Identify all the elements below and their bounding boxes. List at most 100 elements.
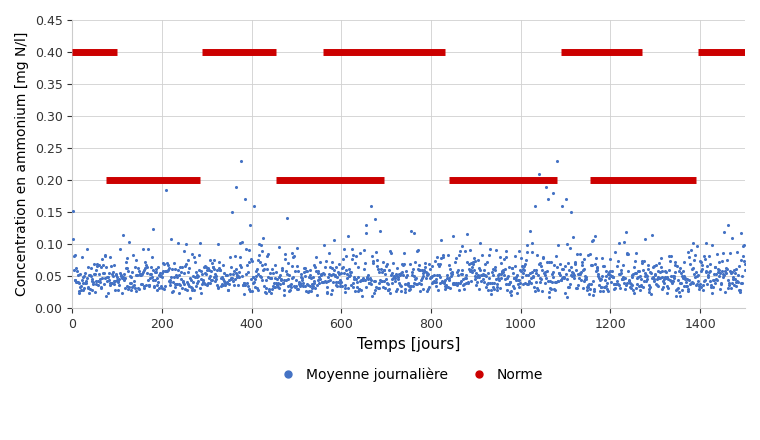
Point	[649, 270, 661, 277]
Point	[523, 279, 535, 286]
Point	[704, 260, 716, 267]
Point	[546, 190, 559, 197]
Point	[673, 288, 685, 295]
Point	[269, 283, 281, 290]
Point	[465, 267, 477, 274]
Point	[363, 275, 375, 282]
Point	[469, 272, 481, 279]
Point	[318, 278, 330, 285]
Point	[128, 277, 141, 284]
Point	[517, 265, 529, 272]
Point	[371, 262, 383, 269]
Point	[486, 269, 498, 276]
Point	[601, 286, 613, 293]
Point	[140, 262, 152, 269]
Point	[699, 256, 711, 263]
Point	[182, 269, 195, 276]
Point	[93, 261, 106, 268]
Point	[502, 273, 514, 280]
Point	[347, 279, 359, 286]
Point	[148, 284, 160, 291]
Point	[271, 283, 283, 290]
Point	[212, 285, 224, 292]
Point	[79, 280, 91, 287]
Point	[657, 286, 669, 293]
Point	[448, 280, 460, 287]
Point	[211, 282, 223, 289]
Point	[682, 253, 695, 260]
Point	[557, 274, 569, 281]
Point	[464, 267, 477, 274]
Point	[169, 266, 182, 273]
Point	[381, 260, 393, 268]
Point	[267, 282, 279, 290]
Point	[74, 279, 86, 286]
Point	[716, 267, 728, 274]
Point	[685, 280, 697, 287]
Point	[284, 286, 296, 293]
Point	[537, 253, 549, 260]
Point	[135, 281, 147, 288]
Point	[402, 280, 414, 287]
Point	[592, 273, 604, 280]
Point	[581, 284, 593, 291]
Point	[724, 280, 736, 287]
Point	[585, 237, 597, 244]
Point	[376, 278, 388, 285]
Point	[306, 275, 318, 282]
Point	[654, 268, 666, 275]
Point	[416, 275, 428, 282]
Point	[194, 285, 206, 292]
Point	[629, 257, 641, 264]
Point	[736, 252, 749, 259]
Point	[109, 278, 121, 285]
Point	[507, 269, 519, 276]
Point	[467, 258, 480, 265]
Point	[569, 258, 581, 265]
Point	[667, 272, 679, 279]
Point	[738, 258, 750, 265]
Point	[461, 258, 473, 265]
Point	[114, 269, 126, 276]
Point	[717, 271, 729, 278]
Point	[314, 276, 326, 283]
Point	[589, 233, 601, 240]
Point	[407, 282, 419, 289]
Point	[660, 268, 672, 275]
Point	[252, 287, 264, 294]
Point	[627, 270, 639, 277]
Point	[169, 281, 182, 288]
Point	[354, 249, 366, 257]
Point	[170, 271, 182, 279]
Point	[452, 272, 464, 279]
Point	[154, 285, 166, 292]
Point	[373, 285, 385, 292]
Point	[293, 280, 305, 287]
Point	[154, 270, 166, 277]
Point	[583, 290, 595, 297]
Point	[218, 269, 230, 276]
Point	[116, 274, 128, 281]
Point	[703, 268, 715, 275]
Point	[561, 241, 573, 248]
Point	[449, 258, 461, 265]
Point	[722, 285, 734, 292]
Point	[532, 286, 544, 293]
Point	[572, 271, 584, 278]
Point	[673, 268, 686, 275]
Point	[723, 282, 735, 289]
Point	[719, 268, 731, 275]
Point	[726, 235, 738, 242]
Point	[607, 274, 619, 281]
Point	[569, 260, 581, 267]
Point	[211, 273, 223, 280]
Point	[396, 268, 408, 275]
Point	[106, 268, 119, 275]
Point	[309, 284, 321, 291]
Point	[311, 292, 323, 299]
Point	[84, 289, 96, 296]
Point	[359, 277, 371, 284]
Point	[182, 281, 194, 288]
Point	[725, 285, 737, 292]
Point	[598, 262, 610, 269]
